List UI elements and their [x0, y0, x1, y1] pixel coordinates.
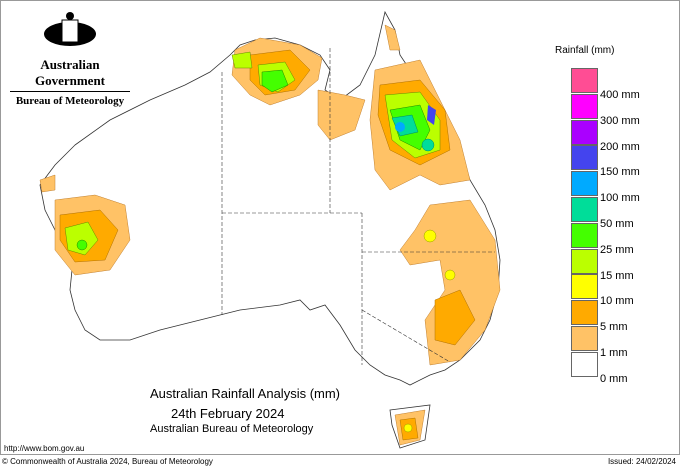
- bureau-name: Bureau of Meteorology: [15, 95, 125, 107]
- legend-swatch: [571, 222, 598, 248]
- legend-label: 10 mm: [600, 295, 634, 308]
- australia-map: [39, 10, 501, 449]
- legend-label: 5 mm: [600, 321, 628, 334]
- legend-swatch: [571, 351, 598, 377]
- map-source: Australian Bureau of Meteorology: [150, 423, 314, 435]
- legend-swatch: [571, 93, 598, 119]
- rain-150mm: [427, 105, 436, 125]
- legend-swatch: [571, 119, 598, 145]
- legend-swatch: [571, 197, 598, 222]
- legend-swatch: [571, 145, 598, 171]
- rain-10mm: [403, 229, 456, 433]
- legend-label: 150 mm: [600, 166, 640, 179]
- legend-swatch: [571, 326, 598, 351]
- map-date: 24th February 2024: [171, 406, 285, 421]
- legend-label: 300 mm: [600, 114, 640, 127]
- legend-swatch: [571, 68, 598, 93]
- legend-label: 1 mm: [600, 347, 628, 359]
- legend-label: 15 mm: [600, 269, 634, 282]
- legend-swatch: [571, 171, 598, 197]
- government-logo: Australian Government Bureau of Meteorol…: [10, 10, 130, 107]
- legend-label: 25 mm: [600, 243, 634, 256]
- website-link[interactable]: http://www.bom.gov.au: [4, 444, 85, 453]
- copyright: © Commonwealth of Australia 2024, Bureau…: [2, 457, 213, 466]
- org-name: Australian Government: [10, 57, 130, 92]
- legend-swatch: [571, 274, 598, 300]
- legend-label: 100 mm: [600, 192, 640, 205]
- legend-label: 400 mm: [600, 89, 640, 101]
- legend-label: 200 mm: [600, 140, 640, 153]
- legend-title: Rainfall (mm): [555, 45, 615, 56]
- legend-label: 0 mm: [600, 372, 628, 385]
- coat-of-arms-icon: [44, 12, 96, 46]
- map-title: Australian Rainfall Analysis (mm): [150, 386, 341, 401]
- state-borders: [221, 48, 495, 365]
- legend-swatch: [571, 300, 598, 326]
- rain-100mm: [395, 122, 405, 132]
- issued-date: Issued: 24/02/2024: [607, 457, 676, 466]
- legend-label: 50 mm: [600, 218, 634, 230]
- legend-swatch: [571, 248, 598, 274]
